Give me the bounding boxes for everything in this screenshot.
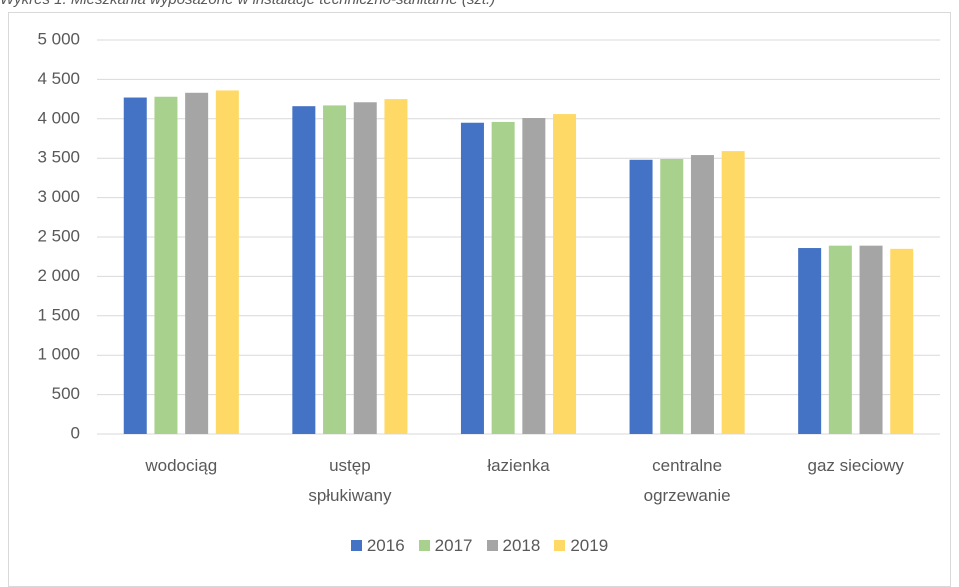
legend-item: 2017 <box>418 536 473 556</box>
bar <box>123 97 147 435</box>
bar <box>828 245 852 434</box>
legend-item: 2016 <box>350 536 405 556</box>
legend-swatch <box>350 540 362 551</box>
y-tick-label: 4 500 <box>37 69 80 88</box>
chart-title: Wykres 1. Mieszkania wyposażone w instal… <box>0 0 495 8</box>
bar <box>629 159 653 434</box>
bar <box>384 99 408 434</box>
y-tick-label: 500 <box>52 384 80 403</box>
y-tick-label: 4 000 <box>37 108 80 127</box>
x-tick-label: łazienka <box>487 456 550 475</box>
y-tick-label: 1 000 <box>37 345 80 364</box>
legend-swatch <box>486 540 498 551</box>
bar <box>859 245 883 434</box>
legend: 2016 2017 2018 2019 <box>0 536 959 556</box>
legend-item: 2019 <box>554 536 608 556</box>
bar <box>353 102 377 434</box>
x-tick-label: gaz sieciowy <box>807 456 904 475</box>
x-tick-label: centralne ogrzewanie <box>643 456 731 505</box>
x-tick-label: wodociąg <box>145 456 218 475</box>
bar <box>215 90 239 434</box>
bar <box>690 155 714 434</box>
legend-label: 2019 <box>570 536 609 555</box>
bar <box>185 92 209 435</box>
y-tick-label: 1 500 <box>37 305 80 324</box>
legend-swatch <box>418 540 430 551</box>
legend-swatch <box>554 540 566 551</box>
bar <box>522 118 546 435</box>
legend-item: 2018 <box>486 536 541 556</box>
bar <box>798 248 822 434</box>
y-tick-label: 2 500 <box>37 226 80 245</box>
bar <box>292 106 316 434</box>
y-tick-label: 0 <box>71 423 80 442</box>
bar <box>323 105 347 435</box>
y-tick-label: 5 000 <box>37 29 80 48</box>
legend-label: 2017 <box>434 536 473 555</box>
legend-label: 2016 <box>366 536 405 555</box>
x-tick-label: ustęp spłukiwany <box>308 456 392 505</box>
y-tick-label: 2 000 <box>37 266 80 285</box>
bar <box>491 121 515 435</box>
y-tick-label: 3 000 <box>37 187 80 206</box>
bar <box>460 122 484 435</box>
bar <box>553 114 577 435</box>
bar <box>721 151 745 434</box>
y-tick-label: 3 500 <box>37 148 80 167</box>
legend-label: 2018 <box>502 536 541 555</box>
bar <box>154 96 178 435</box>
bar <box>890 248 914 434</box>
bar <box>660 158 684 434</box>
